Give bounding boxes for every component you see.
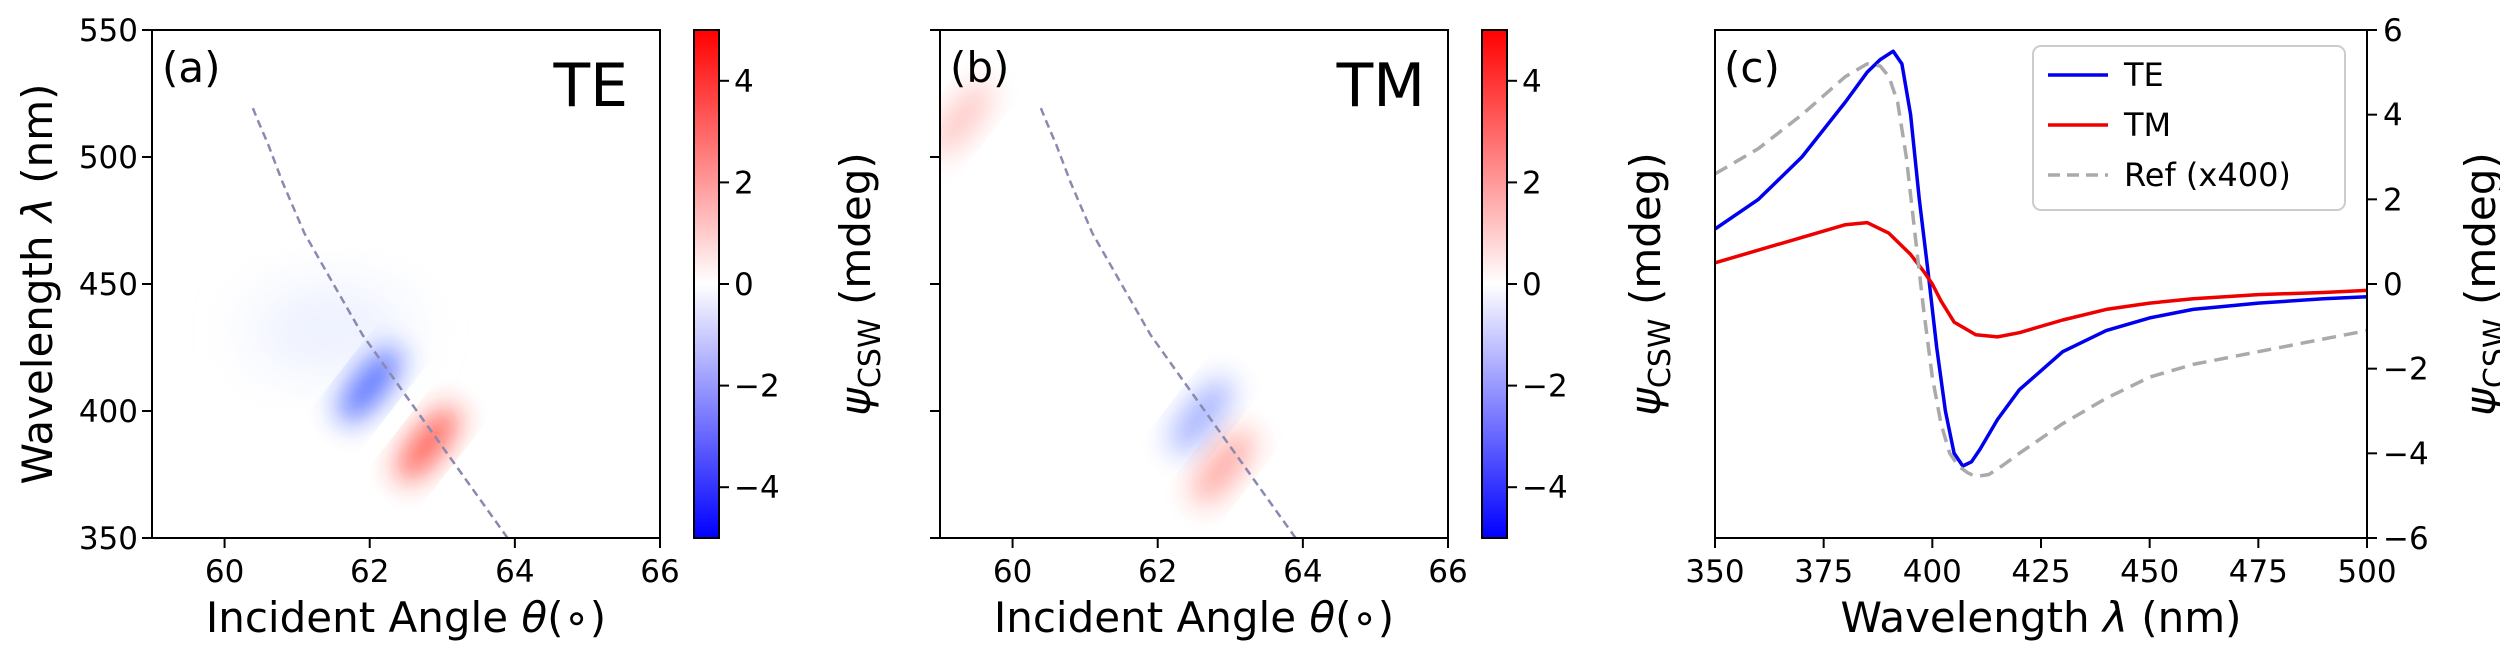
legend-label-ref-x400: Ref (x400) — [2124, 156, 2291, 194]
legend-label-tm: TM — [2123, 106, 2171, 144]
panel-label-a: (a) — [162, 43, 221, 92]
colorbar-tick-label-b: 0 — [1522, 267, 1542, 303]
y-axis-title-a: Wavelength λ (nm) — [13, 83, 62, 484]
colorbar-tick-label-b: 4 — [1522, 64, 1542, 100]
colorbar-tick-label-a: −4 — [734, 470, 780, 506]
x-tick-label-a: 62 — [350, 554, 389, 590]
x-tick-label-b: 62 — [1138, 554, 1177, 590]
legend-label-te: TE — [2123, 56, 2164, 94]
series-line-tm — [1715, 220, 2367, 339]
x-tick-label-c: 425 — [2011, 554, 2070, 590]
x-tick-label-b: 64 — [1283, 554, 1322, 590]
y-tick-label-a: 350 — [79, 521, 138, 557]
x-tick-label-a: 64 — [495, 554, 534, 590]
y-tick-label-a: 450 — [79, 267, 138, 303]
heatmap-a-glow — [250, 290, 410, 370]
x-tick-label-c: 450 — [2120, 554, 2179, 590]
reference-curve-b — [1038, 105, 1297, 539]
y-axis-title-c: ψCSW (mdeg) — [2456, 152, 2500, 416]
panel-a: 60 62 64 66 350 400 450 500 550 (a) TE Incident … — [13, 13, 888, 642]
y-tick-label-c: 2 — [2383, 182, 2403, 218]
heatmap-b-feature-1 — [1192, 429, 1255, 505]
panel-b: 60 62 64 66 (b) TM Incident Angle θ(∘) 4 2 0 −… — [930, 29, 1678, 642]
y-tick-label-c: −6 — [2383, 521, 2429, 557]
reference-curve-a — [250, 105, 509, 539]
colorbar-tick-label-a: 4 — [734, 64, 754, 100]
x-tick-label-c: 400 — [1903, 554, 1962, 590]
heatmap-a-feature-1 — [396, 406, 459, 482]
y-tick-label-c: −2 — [2383, 352, 2429, 388]
legend-box — [2032, 45, 2346, 211]
x-tick-label-c: 500 — [2337, 554, 2396, 590]
colorbar-a — [693, 29, 720, 539]
colorbar-title-a: ψCSW (mdeg) — [831, 152, 888, 416]
colorbar-tick-label-a: 2 — [734, 165, 754, 201]
heatmap-b-feature-0 — [1170, 378, 1233, 454]
heatmap-b-field — [940, 81, 1255, 505]
colorbar-title-b: ψCSW (mdeg) — [1621, 152, 1678, 416]
y-tick-label-c: −4 — [2383, 436, 2429, 472]
panel-label-c: (c) — [1724, 43, 1780, 92]
y-tick-label-c: 0 — [2383, 267, 2403, 303]
y-tick-label-c: 6 — [2383, 13, 2403, 49]
heatmap-b-feature-2 — [940, 81, 993, 157]
panel-label-b: (b) — [950, 43, 1009, 92]
x-axis-title-b: Incident Angle θ(∘) — [994, 593, 1394, 642]
colorbar-tick-label-b: −2 — [1522, 369, 1568, 405]
y-tick-label-a: 500 — [79, 140, 138, 176]
x-tick-label-c: 375 — [1794, 554, 1853, 590]
x-tick-label-a: 60 — [205, 554, 244, 590]
colorbar-tick-label-b: −4 — [1522, 470, 1568, 506]
colorbar-b — [1481, 29, 1508, 539]
series-line-te — [1715, 49, 2367, 468]
x-tick-label-c: 475 — [2229, 554, 2288, 590]
x-tick-label-b: 66 — [1428, 554, 1467, 590]
x-tick-label-b: 60 — [993, 554, 1032, 590]
y-tick-label-c: 4 — [2383, 98, 2403, 134]
x-axis-title-c: Wavelength λ (nm) — [1840, 593, 2241, 642]
x-tick-label-c: 350 — [1685, 554, 1744, 590]
x-axis-title-a: Incident Angle θ(∘) — [206, 593, 606, 642]
y-tick-label-a: 550 — [79, 13, 138, 49]
x-tick-label-a: 66 — [640, 554, 679, 590]
y-tick-label-a: 400 — [79, 394, 138, 430]
panel-c: 350 375 400 425 450 475 500 6 4 2 0 −2 −4 −6 (c) Wave… — [1685, 13, 2500, 642]
series-line-ref-x400 — [1715, 62, 2367, 479]
mode-label-te: TE — [552, 51, 628, 121]
colorbar-tick-label-a: 0 — [734, 267, 754, 303]
mode-label-tm: TM — [1336, 51, 1425, 121]
legend: TE TM Ref (x400) — [2032, 45, 2346, 211]
colorbar-tick-label-a: −2 — [734, 369, 780, 405]
colorbar-tick-label-b: 2 — [1522, 165, 1542, 201]
heatmap-a-field — [250, 290, 459, 482]
